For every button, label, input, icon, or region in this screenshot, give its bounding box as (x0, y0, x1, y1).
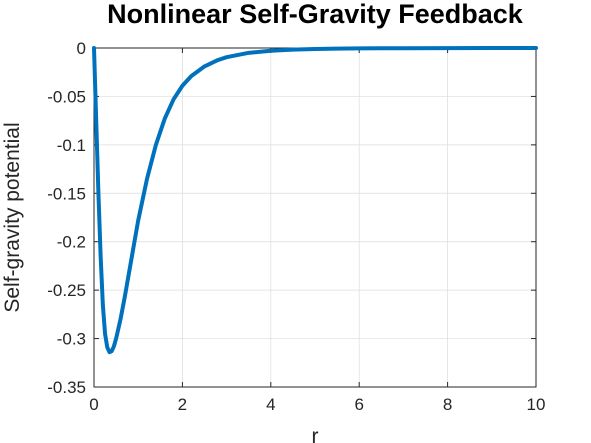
y-tick-label: -0.35 (47, 378, 86, 397)
x-tick-label: 6 (354, 395, 363, 414)
x-tick-label: 0 (89, 395, 98, 414)
x-tick-label: 8 (443, 395, 452, 414)
series-line (94, 48, 536, 352)
x-tick-label: 2 (178, 395, 187, 414)
y-tick-label: -0.1 (57, 136, 86, 155)
grid (94, 48, 536, 387)
x-axis-label: r (312, 425, 319, 443)
y-axis-label: Self-gravity potential (1, 122, 24, 312)
series-layer (94, 48, 536, 352)
chart-title: Nonlinear Self-Gravity Feedback (107, 0, 524, 29)
y-tick-label: -0.05 (47, 87, 86, 106)
y-tick-label: -0.3 (57, 330, 86, 349)
y-tick-label: -0.2 (57, 233, 86, 252)
x-tick-label: 4 (266, 395, 275, 414)
plot-area-frame (94, 48, 536, 387)
y-tick-label: -0.25 (47, 281, 86, 300)
y-tick-label: 0 (77, 39, 86, 58)
x-tick-label: 10 (527, 395, 546, 414)
y-tick-label: -0.15 (47, 184, 86, 203)
x-axis: 0 2 4 6 8 10 (89, 48, 545, 414)
y-axis: 0 -0.05 -0.1 -0.15 -0.2 -0.25 -0.3 -0.35 (47, 39, 536, 397)
